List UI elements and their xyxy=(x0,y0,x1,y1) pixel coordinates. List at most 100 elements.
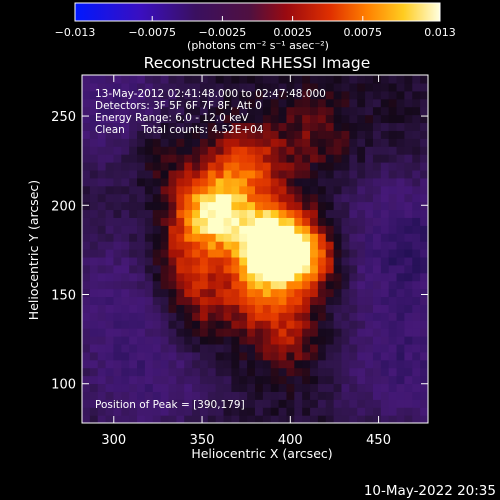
heatmap-cell xyxy=(404,249,413,258)
heatmap-cell xyxy=(317,328,327,337)
heatmap-cell xyxy=(286,177,295,187)
heatmap-cell xyxy=(396,75,406,84)
heatmap-cell xyxy=(317,383,327,392)
heatmap-cell xyxy=(294,280,303,290)
heatmap-cell xyxy=(412,162,421,171)
heatmap-cell xyxy=(302,185,311,195)
heatmap-cell xyxy=(357,201,366,211)
heatmap-cell xyxy=(310,185,319,195)
heatmap-cell xyxy=(349,272,358,282)
heatmap-cell xyxy=(365,217,374,226)
heatmap-cell xyxy=(404,375,413,385)
colorbar: −0.013 −0.0075 −0.0025 0.0025 0.0075 0.013 (p… xyxy=(55,2,456,52)
heatmap-cell xyxy=(97,177,107,187)
heatmap-cell xyxy=(372,328,382,337)
heatmap-cell xyxy=(176,138,185,147)
heatmap-cell xyxy=(223,256,233,266)
heatmap-cell xyxy=(349,106,358,116)
heatmap-cell xyxy=(325,217,335,226)
heatmap-cell xyxy=(325,193,335,203)
heatmap-cell xyxy=(286,359,295,369)
heatmap-cell xyxy=(129,256,138,266)
heatmap-cell xyxy=(129,336,138,345)
heatmap-cell xyxy=(372,75,382,84)
heatmap-cell xyxy=(302,264,311,274)
heatmap-cell xyxy=(223,296,233,305)
heatmap-cell xyxy=(199,193,209,203)
heatmap-cell xyxy=(341,367,350,377)
heatmap-cell xyxy=(341,225,350,234)
heatmap-cell xyxy=(129,328,138,337)
heatmap-cell xyxy=(129,201,138,211)
heatmap-cell xyxy=(286,280,295,290)
heatmap-cell xyxy=(270,122,280,131)
heatmap-cell xyxy=(333,343,343,353)
heatmap-cell xyxy=(231,407,240,416)
heatmap-cell xyxy=(97,106,107,116)
heatmap-cell xyxy=(192,336,201,345)
heatmap-cell xyxy=(137,336,146,345)
heatmap-cell xyxy=(294,320,303,329)
heatmap-cell xyxy=(121,185,130,195)
heatmap-cell xyxy=(255,130,264,139)
heatmap-cell xyxy=(365,367,374,377)
heatmap-cell xyxy=(270,343,280,353)
heatmap-cell xyxy=(231,304,240,313)
heatmap-cell xyxy=(105,256,115,266)
heatmap-cell xyxy=(333,193,343,203)
heatmap-cell xyxy=(286,391,295,400)
heatmap-cell xyxy=(105,328,115,337)
heatmap-cell xyxy=(325,320,335,329)
heatmap-cell xyxy=(105,169,115,179)
heatmap-cell xyxy=(372,122,382,131)
heatmap-cell xyxy=(396,114,406,124)
heatmap-cell xyxy=(207,256,217,266)
heatmap-cell xyxy=(144,225,154,234)
heatmap-cell xyxy=(294,233,303,242)
heatmap-cell xyxy=(231,312,240,321)
heatmap-cell xyxy=(372,98,382,108)
heatmap-cell xyxy=(302,249,311,258)
heatmap-cell xyxy=(341,193,350,203)
heatmap-cell xyxy=(215,383,225,392)
heatmap-cell xyxy=(302,169,311,179)
heatmap-cell xyxy=(152,106,162,116)
heatmap-cell xyxy=(137,162,146,171)
heatmap-cell xyxy=(129,264,138,274)
heatmap-cell xyxy=(341,351,350,361)
heatmap-cell xyxy=(278,162,288,171)
heatmap-cell xyxy=(255,106,264,116)
heatmap-cell xyxy=(341,75,350,84)
heatmap-cell xyxy=(215,162,225,171)
heatmap-cell xyxy=(357,383,366,392)
heatmap-cell xyxy=(231,217,240,226)
heatmap-cell xyxy=(239,75,248,84)
heatmap-cell xyxy=(278,415,288,423)
heatmap-cell xyxy=(278,209,288,218)
heatmap-cell xyxy=(239,407,248,416)
heatmap-cell xyxy=(333,391,343,400)
heatmap-cell xyxy=(412,264,421,274)
heatmap-cell xyxy=(333,98,343,108)
heatmap-cell xyxy=(388,407,398,416)
heatmap-cell xyxy=(160,367,170,377)
heatmap-cell xyxy=(89,367,99,377)
heatmap-cell xyxy=(137,225,146,234)
heatmap-cell xyxy=(207,201,217,211)
heatmap-cell xyxy=(404,304,413,313)
heatmap-cell xyxy=(207,415,217,423)
heatmap-cell xyxy=(199,154,209,163)
heatmap-cell xyxy=(325,90,335,100)
heatmap-cell xyxy=(176,75,185,84)
heatmap-cell xyxy=(215,328,225,337)
heatmap-cell xyxy=(239,272,248,282)
heatmap-cell xyxy=(137,138,146,147)
heatmap-cell xyxy=(160,391,170,400)
heatmap-cell xyxy=(317,399,327,408)
heatmap-cell xyxy=(325,407,335,416)
heatmap-cell xyxy=(215,312,225,321)
heatmap-cell xyxy=(113,114,122,124)
heatmap-cell xyxy=(396,122,406,131)
